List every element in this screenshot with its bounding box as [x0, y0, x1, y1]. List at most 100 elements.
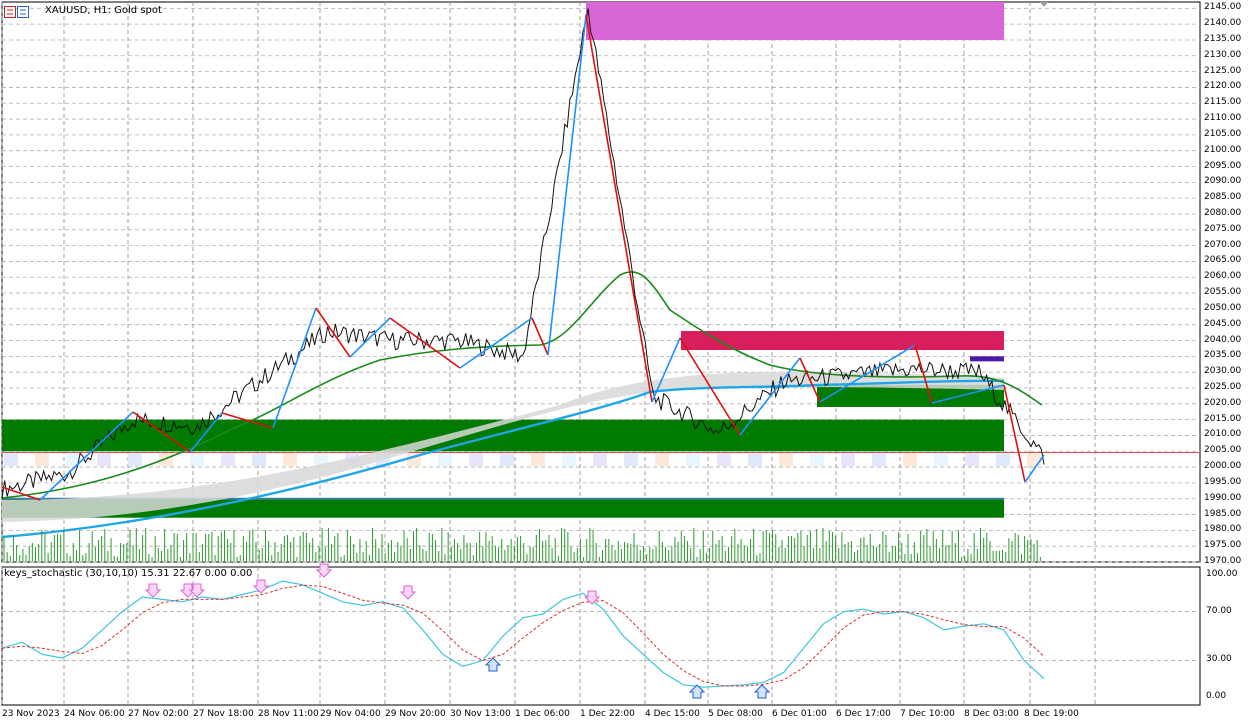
zigzag-segment: [531, 317, 549, 356]
price-axis-label: 2095.00: [1204, 160, 1242, 171]
time-axis-label: 29 Nov 04:00: [320, 709, 381, 719]
zigzag-segment: [585, 14, 653, 403]
supply-zone: [681, 331, 1004, 351]
sell-arrow-icon: [179, 583, 197, 598]
price-axis-label: 2060.00: [1204, 271, 1242, 282]
stochastic-axis-label: 0.00: [1206, 691, 1227, 701]
time-axis-label: 1 Dec 06:00: [515, 709, 570, 719]
zigzag-segment: [221, 412, 274, 429]
zigzag-segment: [799, 357, 821, 403]
price-axis-label: 2115.00: [1204, 97, 1242, 108]
price-axis-label: 2090.00: [1204, 176, 1242, 187]
time-axis-label: 6 Dec 17:00: [836, 709, 891, 719]
zigzag-segment: [547, 14, 587, 356]
zigzag-segment: [459, 317, 533, 369]
buy-arrow-icon: [688, 684, 706, 699]
time-axis-label: 8 Dec 19:00: [1024, 709, 1079, 719]
price-axis-label: 2010.00: [1204, 429, 1242, 440]
session-block: [128, 453, 142, 467]
price-panel-frame: [1, 1, 1201, 563]
session-block: [562, 453, 576, 467]
time-axis-label: 28 Nov 11:00: [258, 709, 319, 719]
price-axis-label: 1990.00: [1204, 492, 1242, 503]
session-block: [903, 453, 917, 467]
ma-green: [1, 271, 1043, 499]
session-block: [314, 453, 328, 467]
price-axis-label: 2110.00: [1204, 113, 1242, 124]
price-axis-label: 2075.00: [1204, 223, 1242, 234]
session-block: [779, 453, 793, 467]
sell-arrow-icon: [252, 579, 270, 594]
session-block: [841, 453, 855, 467]
time-axis-label: 24 Nov 06:00: [64, 709, 125, 719]
session-block: [531, 453, 545, 467]
price-axis-label: 1975.00: [1204, 540, 1242, 551]
zigzag-segment: [819, 344, 916, 403]
shift-marker-icon: [1040, 2, 1048, 7]
time-axis-label: 1 Dec 22:00: [580, 709, 635, 719]
price-axis-label: 2080.00: [1204, 207, 1242, 218]
supply-zone: [586, 2, 1004, 40]
session-block: [97, 453, 111, 467]
demand-zone: [817, 384, 1004, 407]
stochastic-panel-frame: [1, 566, 1201, 706]
time-axis-label: 27 Nov 18:00: [193, 709, 254, 719]
price-axis-label: 2055.00: [1204, 287, 1242, 298]
time-axis-label: 7 Dec 10:00: [900, 709, 955, 719]
price-axis-label: 2035.00: [1204, 350, 1242, 361]
price-axis-label: 2030.00: [1204, 366, 1242, 377]
zigzag-segment: [132, 411, 191, 453]
session-block: [35, 453, 49, 467]
zigzag-segment: [914, 344, 933, 404]
price-axis-label: 2085.00: [1204, 192, 1242, 203]
zigzag-segment: [739, 357, 801, 436]
time-axis-label: 30 Nov 13:00: [450, 709, 511, 719]
price-axis-label: 2145.00: [1204, 2, 1242, 13]
price-axis-label: 2100.00: [1204, 144, 1242, 155]
zigzag-segment: [679, 337, 741, 436]
sell-arrow-icon: [315, 563, 333, 578]
zigzag-segment: [389, 317, 461, 369]
session-block: [4, 453, 18, 467]
time-axis-label: 6 Dec 01:00: [772, 709, 827, 719]
price-axis-label: 2125.00: [1204, 65, 1242, 76]
time-axis-label: 29 Nov 20:00: [385, 709, 446, 719]
buy-arrow-icon: [753, 684, 771, 699]
session-block: [66, 453, 80, 467]
stochastic-axis-label: 70.00: [1206, 605, 1232, 616]
demand-zone: [2, 419, 1004, 452]
zigzag-segment: [1003, 384, 1026, 483]
zigzag-segment: [315, 307, 351, 358]
zigzag-segment: [651, 337, 681, 403]
price-axis-label: 1980.00: [1204, 524, 1242, 535]
sell-arrow-icon: [188, 583, 206, 598]
price-axis-label: 1970.00: [1204, 556, 1242, 566]
session-block: [686, 453, 700, 467]
time-axis-label: 27 Nov 02:00: [128, 709, 189, 719]
stochastic-main-line: [1, 580, 1045, 688]
session-block: [1027, 453, 1041, 467]
price-axis-label: 2140.00: [1204, 18, 1242, 29]
price-axis-label: 2065.00: [1204, 255, 1242, 266]
price-axis-label: 2020.00: [1204, 397, 1242, 408]
session-block: [593, 453, 607, 467]
buy-arrow-icon: [484, 657, 502, 672]
session-block: [469, 453, 483, 467]
stochastic-signal-line: [1, 584, 1045, 687]
price-axis-label: 2050.00: [1204, 302, 1242, 313]
time-axis-label: 8 Dec 03:00: [964, 709, 1019, 719]
sell-arrow-icon: [144, 583, 162, 598]
session-block: [717, 453, 731, 467]
price-axis-label: 2005.00: [1204, 445, 1242, 456]
price-candles: [1, 8, 1045, 499]
price-axis-label: 2040.00: [1204, 334, 1242, 345]
session-block: [221, 453, 235, 467]
time-axis-label: 5 Dec 08:00: [708, 709, 763, 719]
zigzag-segment: [349, 317, 391, 358]
session-block: [624, 453, 638, 467]
session-block: [190, 453, 204, 467]
zigzag-segment: [39, 411, 134, 501]
session-block: [655, 453, 669, 467]
